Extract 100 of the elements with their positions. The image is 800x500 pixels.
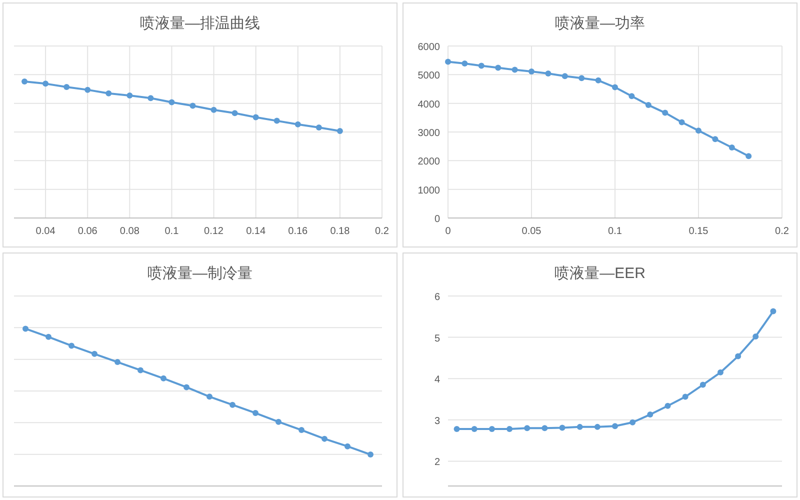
chart-title: 喷液量—EER — [554, 265, 646, 282]
point — [712, 136, 718, 142]
point — [114, 359, 120, 366]
y-tick-label: 4000 — [418, 99, 440, 110]
point — [717, 369, 724, 376]
x-tick-label: 0.1 — [164, 226, 180, 237]
point — [595, 77, 602, 84]
chart-title: 喷液量—功率 — [555, 15, 645, 32]
point — [562, 73, 568, 80]
point — [471, 426, 478, 432]
x-tick-label: 0.08 — [120, 226, 140, 237]
y-tick-label: 0 — [434, 214, 440, 225]
point — [252, 114, 259, 120]
point — [64, 84, 70, 90]
x-tick-label: 0.06 — [78, 226, 98, 237]
point — [770, 308, 776, 314]
y-tick-label: 5000 — [418, 70, 440, 82]
point — [106, 90, 112, 96]
point — [662, 110, 668, 116]
point — [276, 418, 282, 425]
x-tick-label: 0.18 — [330, 226, 350, 237]
point — [22, 78, 28, 84]
point — [495, 64, 502, 71]
point — [232, 110, 238, 116]
point — [696, 128, 702, 134]
point — [92, 350, 98, 357]
chart-title: 喷液量—排温曲线 — [140, 15, 260, 32]
y-tick-label: 5 — [434, 333, 440, 344]
point — [84, 86, 91, 93]
x-tick-label: 0.2 — [775, 226, 790, 237]
x-tick-label: 0.2 — [375, 226, 390, 237]
point — [126, 92, 133, 99]
point — [316, 124, 322, 130]
y-tick-label: 2000 — [418, 156, 440, 168]
x-tick-label: 0.16 — [288, 226, 308, 237]
point — [298, 427, 304, 434]
point — [612, 423, 618, 430]
point — [294, 121, 301, 128]
point — [678, 119, 685, 126]
y-tick-label: 4 — [434, 374, 440, 386]
point — [230, 402, 236, 408]
y-tick-label: 6000 — [418, 42, 440, 53]
point — [322, 436, 328, 442]
point — [68, 342, 74, 349]
point — [728, 144, 735, 150]
point — [445, 58, 451, 65]
point — [454, 426, 460, 432]
point — [368, 452, 374, 458]
point — [160, 375, 166, 382]
point — [252, 410, 258, 416]
point — [594, 424, 600, 430]
y-tick-label: 6 — [434, 292, 440, 303]
point — [488, 426, 495, 432]
point — [545, 70, 552, 77]
point — [344, 443, 350, 450]
point — [645, 102, 652, 108]
point — [746, 153, 752, 160]
x-tick-label: 0.04 — [36, 226, 56, 237]
point — [462, 60, 468, 66]
point — [210, 106, 217, 113]
point — [752, 333, 759, 340]
point — [735, 353, 742, 360]
x-tick-label: 0.15 — [688, 226, 709, 237]
point — [647, 412, 654, 418]
point — [559, 424, 566, 431]
point — [274, 118, 280, 124]
point — [206, 394, 212, 400]
point — [184, 384, 190, 390]
point — [576, 424, 583, 430]
y-tick-label: 3 — [434, 416, 440, 427]
y-tick-label: 2 — [434, 457, 440, 468]
point — [664, 402, 671, 409]
point — [506, 426, 513, 432]
point — [22, 326, 28, 332]
y-tick-label: 3000 — [418, 128, 440, 139]
x-tick-label: 0.1 — [608, 226, 622, 237]
point — [700, 382, 706, 388]
x-tick-label: 0.12 — [204, 226, 224, 237]
point — [628, 93, 635, 100]
point — [42, 80, 49, 87]
point — [512, 66, 518, 73]
point — [138, 367, 144, 374]
point — [528, 68, 534, 75]
x-tick-label: 0.05 — [522, 226, 542, 237]
point — [524, 425, 530, 432]
point — [612, 84, 618, 90]
point — [630, 419, 636, 426]
y-tick-label: 1000 — [418, 185, 440, 196]
point — [542, 425, 548, 432]
point — [682, 394, 688, 400]
point — [148, 95, 154, 102]
x-tick-label: 0.14 — [246, 226, 266, 237]
point — [578, 75, 585, 82]
point — [168, 99, 175, 106]
point — [190, 102, 196, 109]
point — [478, 62, 484, 69]
x-tick-label: 0 — [445, 226, 452, 237]
point — [336, 128, 343, 134]
chart-title: 喷液量—制冷量 — [148, 265, 252, 282]
point — [46, 334, 52, 340]
